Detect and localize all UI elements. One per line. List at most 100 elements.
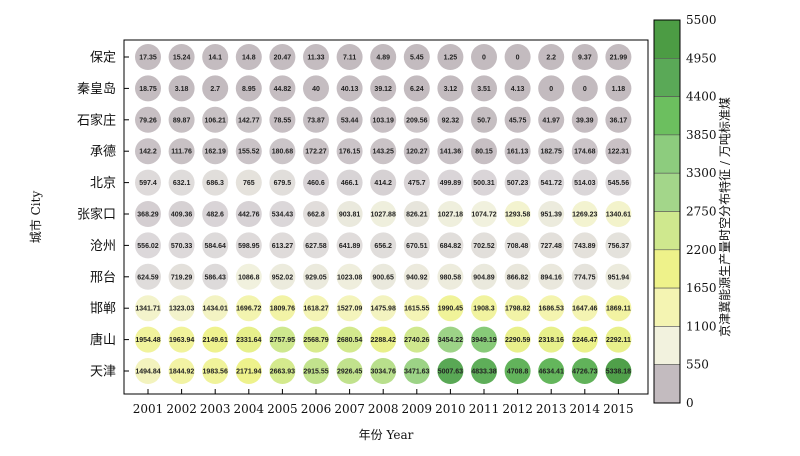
- data-bubble: [370, 106, 397, 133]
- value-label: 866.82: [507, 274, 529, 281]
- data-bubble: [235, 232, 262, 259]
- value-label: 180.68: [272, 149, 294, 156]
- value-label: 209.56: [406, 117, 428, 124]
- value-label: 627.58: [305, 243, 327, 250]
- data-bubble: [269, 106, 296, 133]
- data-bubble: [437, 106, 464, 133]
- value-label: 586.43: [204, 274, 226, 281]
- value-label: 1908.3: [473, 306, 495, 313]
- data-bubble: [403, 232, 430, 259]
- value-label: 79.26: [139, 117, 157, 124]
- data-bubble: [168, 106, 195, 133]
- data-bubble: [336, 201, 363, 227]
- colorbar-tick-label: 5500: [686, 13, 717, 27]
- x-tick-label: 2009: [402, 402, 433, 416]
- value-label: 3471.63: [404, 369, 429, 376]
- data-bubble: [504, 138, 531, 165]
- value-label: 598.95: [238, 243, 260, 250]
- colorbar-title: 京津冀能源生产量时空分布特征 / 万吨标准煤: [717, 97, 732, 337]
- value-label: 3034.76: [371, 369, 396, 376]
- value-label: 475.7: [408, 180, 426, 187]
- data-bubble: [235, 169, 262, 196]
- value-label: 1647.46: [572, 306, 597, 313]
- data-bubble: [605, 263, 632, 290]
- value-label: 3.12: [444, 86, 458, 93]
- value-label: 1086.8: [238, 274, 260, 281]
- data-bubble: [336, 106, 363, 133]
- value-label: 4833.38: [471, 369, 496, 376]
- data-bubble: [336, 44, 363, 70]
- data-bubble: [538, 138, 565, 165]
- data-bubble: [235, 75, 262, 102]
- value-label: 11.33: [307, 55, 324, 62]
- data-bubble: [437, 295, 464, 322]
- value-label: 1618.27: [303, 306, 328, 313]
- value-label: 73.87: [307, 117, 325, 124]
- value-label: 2171.94: [236, 369, 261, 376]
- x-tick-label: 2008: [368, 402, 399, 416]
- value-label: 2757.95: [270, 337, 295, 344]
- data-bubble: [202, 169, 229, 196]
- x-tick-label: 2015: [603, 402, 634, 416]
- y-tick-label: 天津: [90, 365, 116, 380]
- data-bubble: [471, 326, 497, 353]
- value-label: 2292.11: [606, 337, 631, 344]
- colorbar-tick-label: 2200: [686, 243, 717, 257]
- value-label: 5338.18: [606, 369, 631, 376]
- data-bubble: [135, 75, 161, 102]
- data-bubble: [370, 201, 397, 227]
- data-bubble: [269, 44, 296, 70]
- data-bubble: [135, 106, 161, 133]
- value-label: 4726.73: [572, 369, 597, 376]
- value-label: 176.15: [339, 149, 361, 156]
- value-label: 368.29: [137, 212, 159, 219]
- value-label: 1615.55: [404, 306, 429, 313]
- value-label: 2290.59: [505, 337, 530, 344]
- value-label: 1027.88: [371, 212, 396, 219]
- value-label: 442.76: [238, 212, 260, 219]
- data-bubble: [605, 75, 632, 102]
- value-label: 952.02: [272, 274, 294, 281]
- value-label: 5007.63: [438, 369, 463, 376]
- data-bubble: [437, 44, 464, 70]
- data-bubble: [269, 358, 296, 384]
- value-label: 2.7: [210, 86, 220, 93]
- y-tick-label: 张家口: [77, 207, 116, 223]
- data-bubble: [538, 201, 565, 227]
- value-label: 632.1: [173, 180, 191, 187]
- data-bubble: [336, 326, 363, 353]
- data-bubble: [135, 295, 161, 322]
- value-label: 662.8: [307, 212, 325, 219]
- data-bubble: [202, 201, 229, 227]
- value-label: 641.89: [339, 243, 361, 250]
- value-label: 670.51: [406, 243, 428, 250]
- data-bubble: [471, 169, 497, 196]
- data-bubble: [168, 232, 195, 259]
- data-bubble: [437, 169, 464, 196]
- colorbar-segment: [653, 249, 681, 289]
- value-label: 514.03: [574, 180, 596, 187]
- data-bubble: [370, 326, 397, 353]
- data-bubble: [471, 44, 497, 70]
- data-bubble: [538, 295, 565, 322]
- data-bubble: [235, 263, 262, 290]
- data-bubble: [303, 232, 329, 259]
- value-label: 17.35: [139, 55, 157, 62]
- value-label: 172.27: [305, 149, 327, 156]
- value-label: 556.02: [137, 243, 159, 250]
- colorbar-segment: [653, 57, 681, 97]
- data-bubble: [538, 169, 565, 196]
- value-label: 92.32: [442, 117, 460, 124]
- value-label: 597.4: [139, 180, 157, 187]
- data-bubble: [403, 358, 430, 384]
- data-bubble: [504, 358, 531, 384]
- data-bubble: [605, 106, 632, 133]
- value-label: 1990.45: [438, 306, 463, 313]
- colorbar-tick-label: 3850: [686, 128, 717, 142]
- value-label: 45.75: [509, 117, 527, 124]
- value-label: 2740.26: [404, 337, 429, 344]
- y-tick-label: 邢台: [90, 270, 116, 285]
- data-bubble: [538, 232, 565, 259]
- value-label: 36.17: [610, 117, 628, 124]
- data-bubble: [336, 232, 363, 259]
